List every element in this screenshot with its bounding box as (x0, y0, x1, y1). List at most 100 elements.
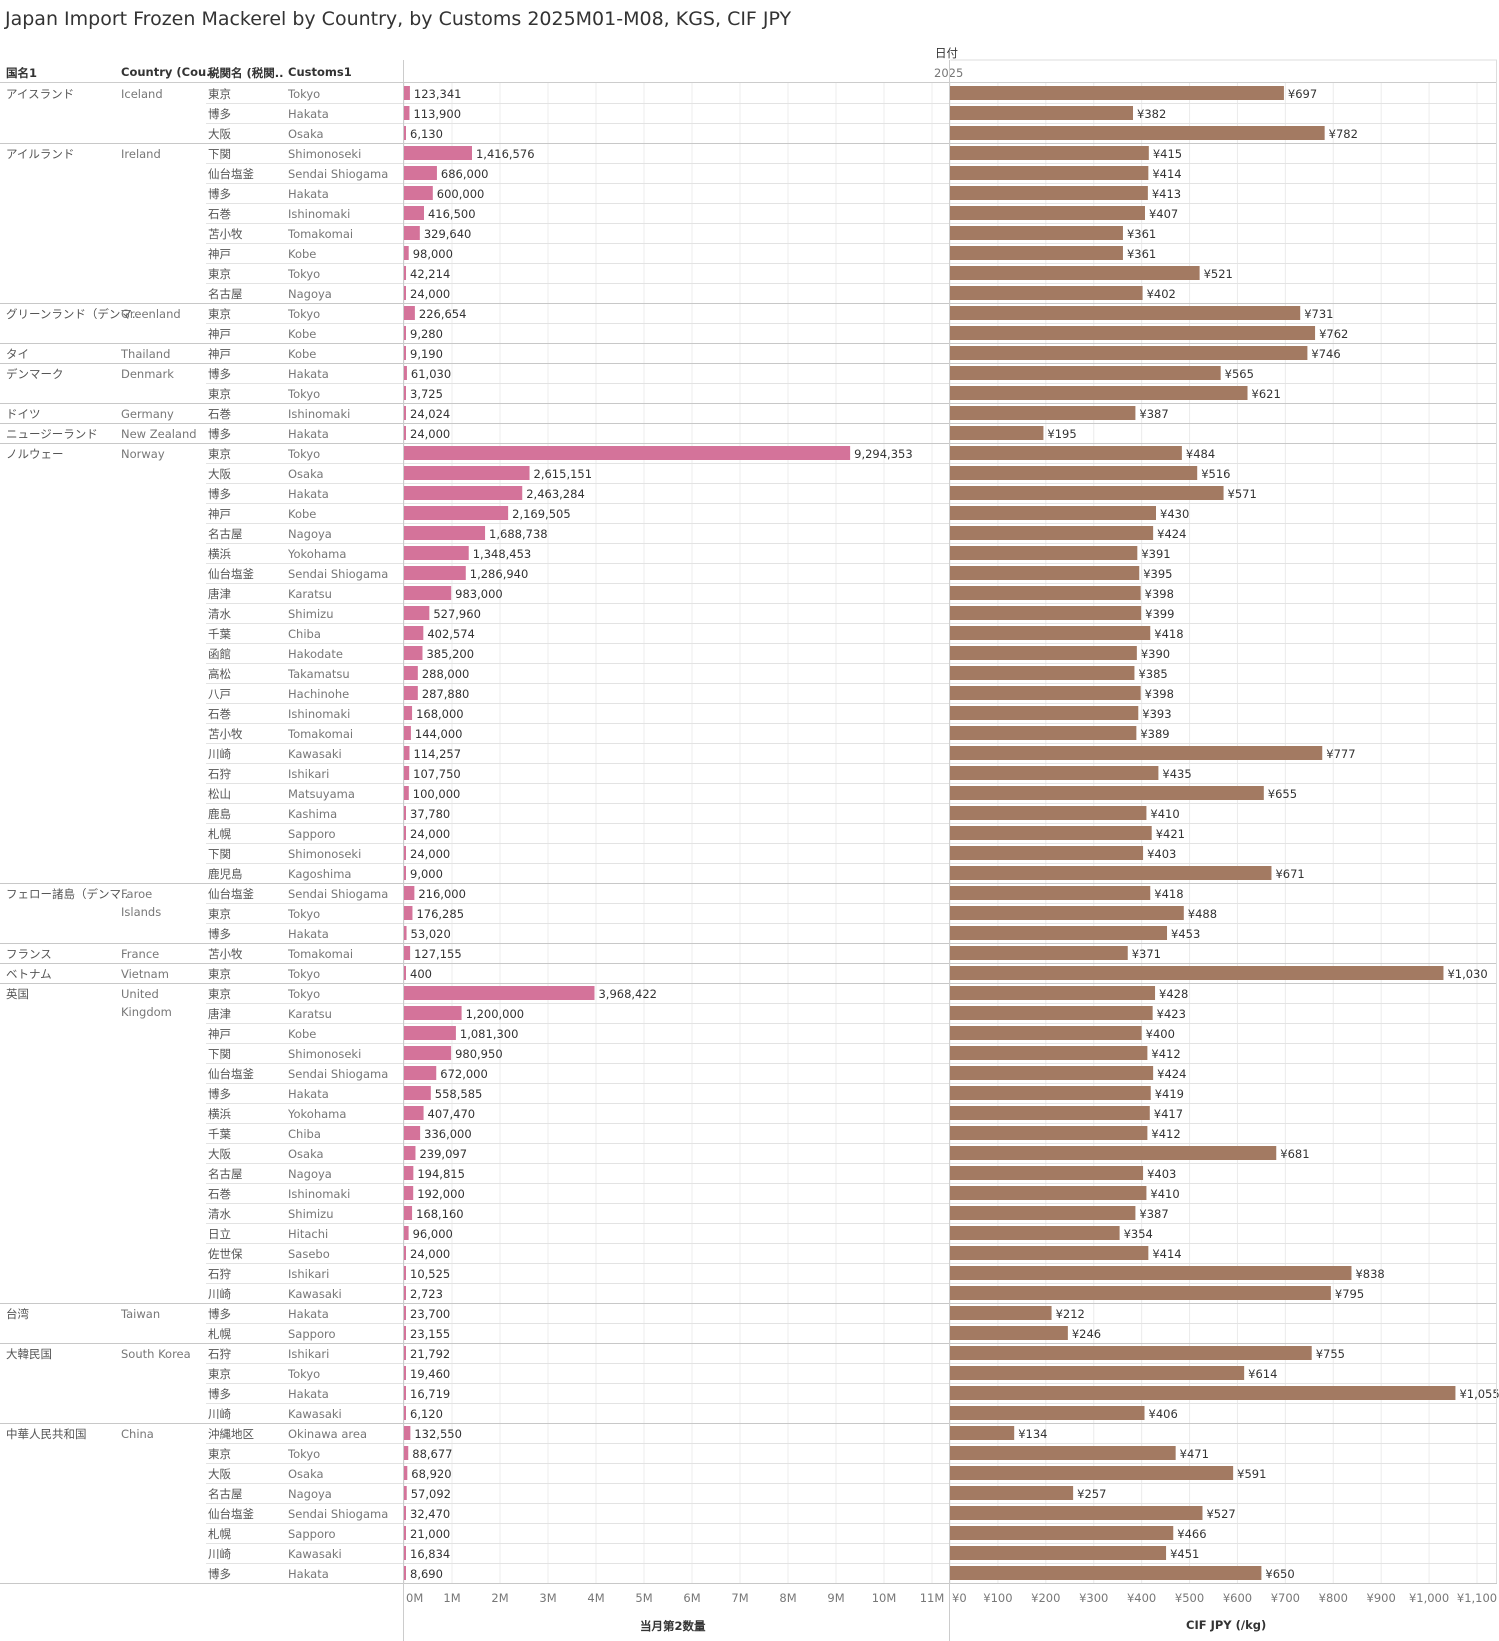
quantity-bar (404, 386, 406, 400)
cif-value-label: ¥393 (1142, 707, 1171, 721)
cif-value-label: ¥838 (1355, 1267, 1384, 1281)
quantity-bar (404, 146, 472, 160)
cif-bar (950, 1306, 1052, 1320)
cif-bar (950, 146, 1149, 160)
country-jp-label: デンマーク (6, 367, 64, 381)
cif-bar (950, 1146, 1277, 1160)
cif-value-label: ¥451 (1170, 1547, 1199, 1561)
customs-jp-label: 仙台塩釜 (208, 1507, 254, 1521)
x-axis-label-cif: CIF JPY (/kg) (1186, 1618, 1267, 1632)
cif-value-label: ¥134 (1018, 1427, 1047, 1441)
cif-bar (950, 826, 1152, 840)
customs-en-label: Tokyo (287, 987, 320, 1001)
quantity-value-label: 288,000 (422, 667, 470, 681)
cif-value-label: ¥414 (1152, 1247, 1181, 1261)
customs-jp-label: 佐世保 (208, 1247, 243, 1261)
cif-value-label: ¥387 (1139, 1207, 1168, 1221)
header-country-jp[interactable]: 国名1 (6, 66, 38, 80)
cif-value-label: ¥795 (1335, 1287, 1364, 1301)
cif-bar (950, 986, 1156, 1000)
country-en-label: Denmark (121, 367, 174, 381)
customs-en-label: Sasebo (288, 1247, 330, 1261)
customs-en-label: Shimizu (288, 1207, 334, 1221)
header-customs-en[interactable]: Customs1 (288, 65, 352, 79)
cif-axis-tick: ¥900 (1367, 1591, 1396, 1605)
cif-value-label: ¥1,055 (1459, 1387, 1499, 1401)
cif-bar (950, 1166, 1144, 1180)
customs-en-label: Hakata (288, 1387, 329, 1401)
cif-bar (950, 1226, 1120, 1240)
cif-axis-tick: ¥1,000 (1409, 1591, 1449, 1605)
customs-jp-label: 苫小牧 (208, 727, 243, 741)
cif-bar (950, 886, 1151, 900)
cif-bar (950, 426, 1044, 440)
cif-value-label: ¥387 (1139, 407, 1168, 421)
cif-bar (950, 386, 1248, 400)
cif-bar (950, 1346, 1312, 1360)
quantity-value-label: 42,214 (410, 267, 450, 281)
customs-en-label: Shimizu (288, 607, 334, 621)
quantity-value-label: 16,719 (410, 1387, 450, 1401)
cif-value-label: ¥731 (1304, 307, 1333, 321)
quantity-bar (404, 846, 406, 860)
quantity-bar (404, 1246, 406, 1260)
cif-bar (950, 1366, 1245, 1380)
customs-en-label: Tokyo (287, 87, 320, 101)
cif-value-label: ¥423 (1157, 1007, 1186, 1021)
header-country-en[interactable]: Country (Cou.. (121, 65, 215, 79)
quantity-value-label: 68,920 (411, 1467, 451, 1481)
quantity-value-label: 1,200,000 (466, 1007, 525, 1021)
cif-axis-tick: ¥300 (1079, 1591, 1108, 1605)
customs-en-label: Osaka (288, 1467, 324, 1481)
quantity-bar (404, 1486, 407, 1500)
customs-en-label: Kobe (288, 1027, 316, 1041)
quantity-value-label: 23,155 (410, 1327, 450, 1341)
cif-value-label: ¥354 (1124, 1227, 1153, 1241)
customs-en-label: Chiba (288, 1127, 321, 1141)
country-en-label: Germany (121, 407, 174, 421)
cif-bar (950, 1246, 1149, 1260)
customs-jp-label: 博多 (208, 1087, 231, 1101)
quantity-value-label: 3,725 (410, 387, 443, 401)
cif-value-label: ¥418 (1154, 627, 1183, 641)
quantity-bar (404, 1406, 406, 1420)
quantity-bar (404, 1146, 416, 1160)
cif-bar (950, 266, 1200, 280)
cif-bar (950, 746, 1323, 760)
cif-value-label: ¥415 (1153, 147, 1182, 161)
customs-en-label: Hakata (288, 367, 329, 381)
quantity-bar (404, 1306, 406, 1320)
cif-bar (950, 1386, 1456, 1400)
quantity-value-label: 194,815 (417, 1167, 465, 1181)
quantity-axis-tick: 1M (443, 1591, 460, 1605)
customs-en-label: Tokyo (287, 907, 320, 921)
customs-jp-label: 石巻 (208, 207, 231, 221)
customs-en-label: Kobe (288, 327, 316, 341)
quantity-value-label: 287,880 (422, 687, 470, 701)
customs-jp-label: 大阪 (208, 1147, 231, 1161)
country-jp-label: フェロー諸島（デンマ.. (6, 887, 128, 901)
header-customs-jp[interactable]: 税関名 (税関.. (208, 66, 284, 80)
cif-bar (950, 326, 1316, 340)
cif-value-label: ¥697 (1288, 87, 1317, 101)
quantity-bar (404, 346, 406, 360)
quantity-bar (404, 986, 595, 1000)
quantity-value-label: 107,750 (413, 767, 461, 781)
customs-jp-label: 名古屋 (208, 1167, 243, 1181)
customs-en-label: Tokyo (287, 1367, 320, 1381)
quantity-axis-tick: 4M (587, 1591, 604, 1605)
cif-value-label: ¥419 (1155, 1087, 1184, 1101)
quantity-value-label: 114,257 (413, 747, 461, 761)
cif-axis-tick: ¥700 (1271, 1591, 1300, 1605)
country-jp-label: ドイツ (6, 407, 41, 421)
cif-bar (950, 446, 1182, 460)
quantity-value-label: 9,190 (410, 347, 443, 361)
quantity-bar (404, 206, 424, 220)
cif-value-label: ¥413 (1152, 187, 1181, 201)
customs-en-label: Kawasaki (288, 747, 342, 761)
customs-jp-label: 川崎 (208, 747, 231, 761)
customs-en-label: Shimonoseki (288, 1047, 361, 1061)
cif-bar (950, 126, 1325, 140)
cif-bar (950, 206, 1145, 220)
